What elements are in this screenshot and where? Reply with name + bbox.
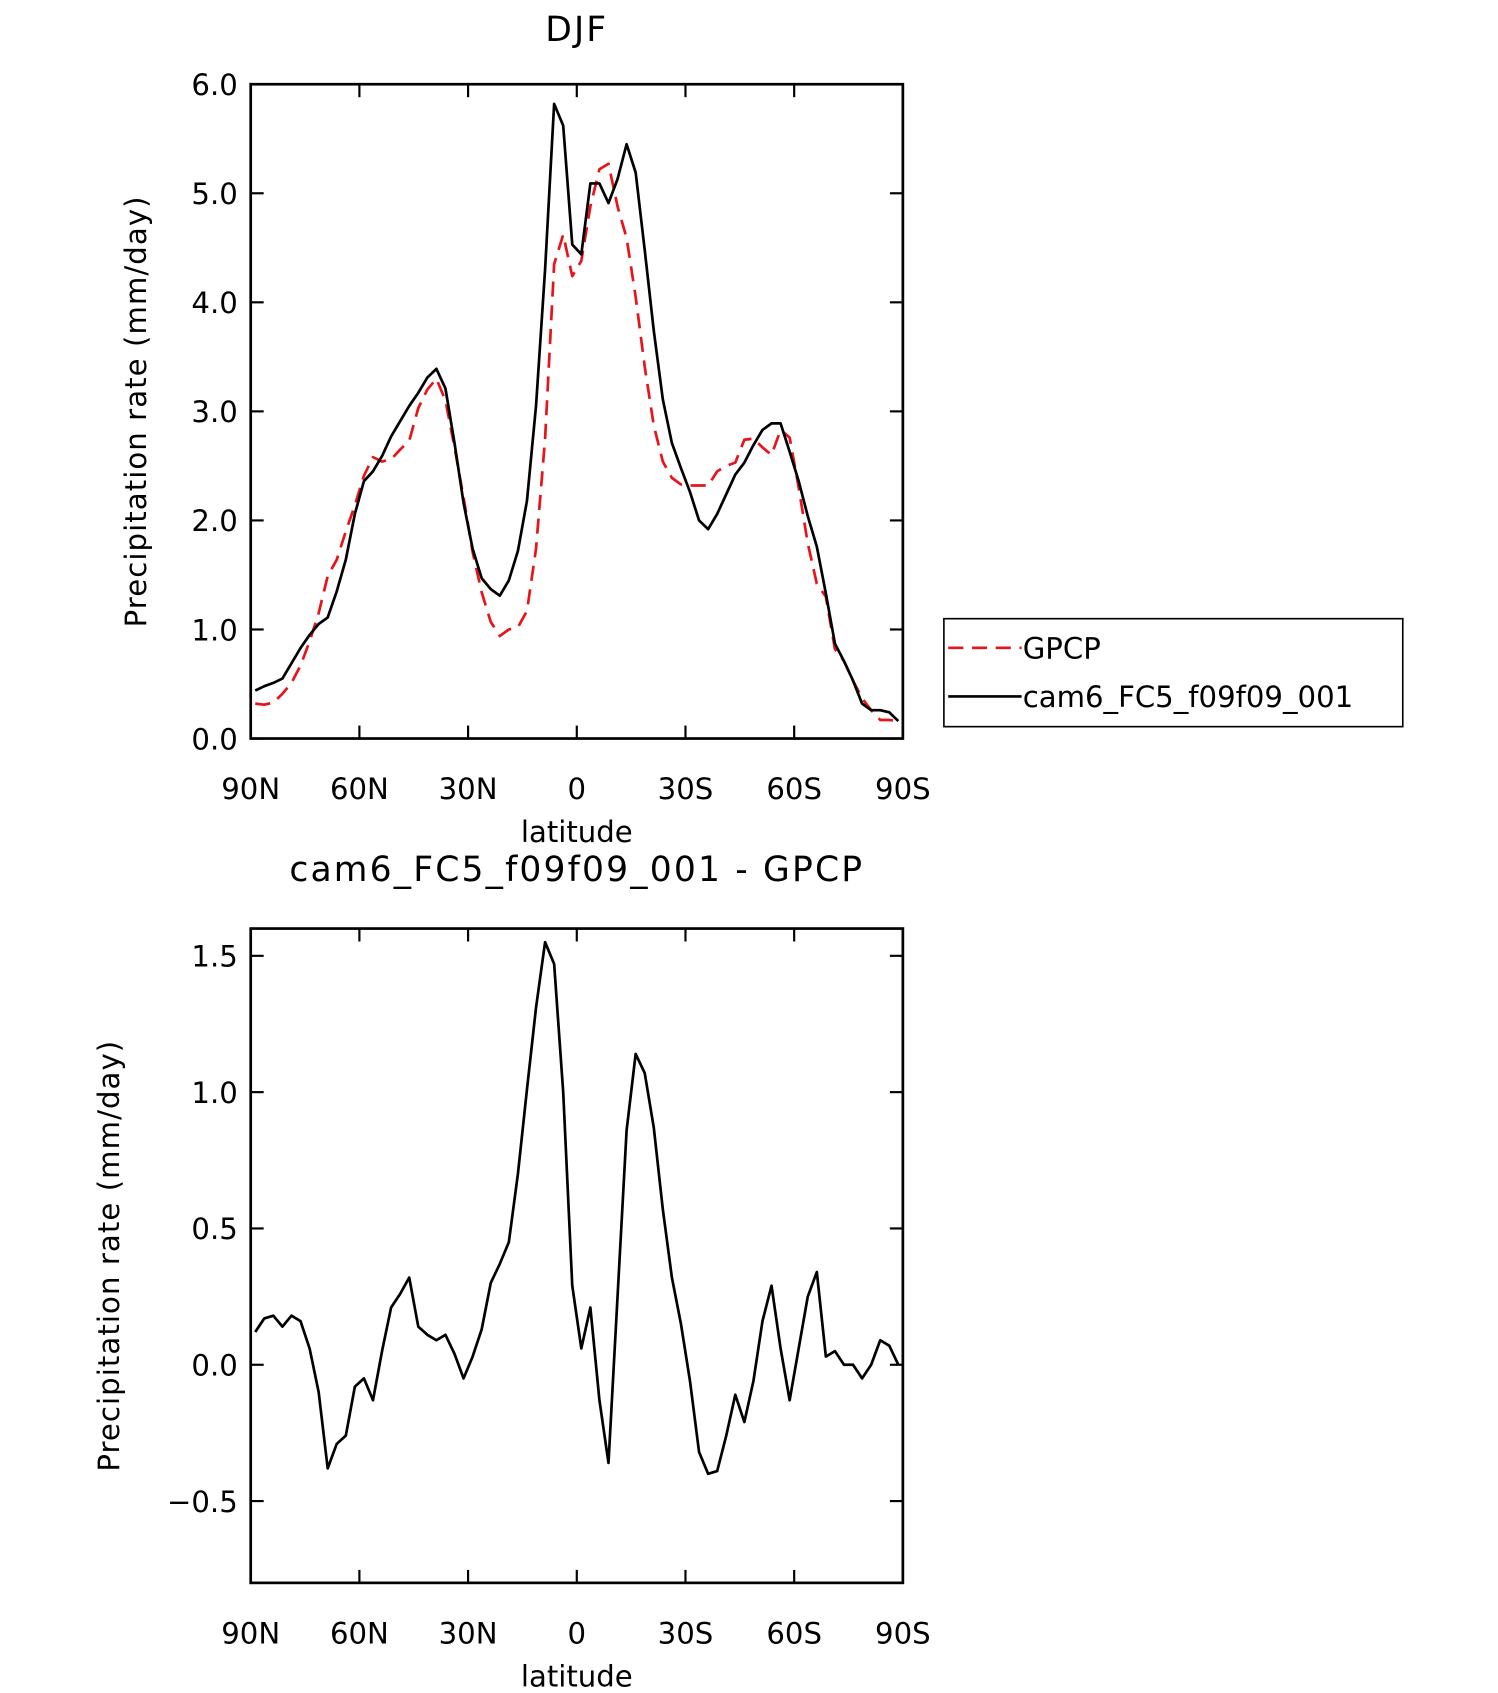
y-tick-label: 4.0 — [191, 286, 237, 320]
x-tick-label: 90S — [875, 772, 931, 806]
plot-frame — [249, 927, 905, 1585]
y-tick-label: 3.0 — [191, 395, 237, 429]
x-tick-label: 30N — [439, 1616, 498, 1650]
y-axis-label: Precipitation rate (mm/day) — [92, 1040, 126, 1472]
y-tick-label: −0.5 — [167, 1485, 238, 1519]
data-line — [255, 162, 899, 723]
y-tick-label: 0.5 — [191, 1212, 237, 1246]
x-tick-label: 90N — [221, 772, 280, 806]
x-tick-label: 60N — [330, 772, 389, 806]
x-tick-label: 30S — [658, 772, 714, 806]
x-tick-label: 0 — [568, 1616, 587, 1650]
y-tick-label: 1.0 — [191, 613, 237, 647]
x-tick-label: 90S — [875, 1616, 931, 1650]
y-tick-label: 1.5 — [191, 940, 237, 974]
y-tick-label: 6.0 — [191, 68, 237, 102]
x-axis-label: latitude — [521, 1660, 633, 1693]
y-tick-label: 5.0 — [191, 177, 237, 211]
legend-label: cam6_FC5_f09f09_001 — [1023, 680, 1353, 714]
y-tick-label: 0.0 — [191, 1349, 237, 1383]
y-tick-label: 0.0 — [191, 722, 237, 756]
chart-title: cam6_FC5_f09f09_001 - GPCP — [289, 850, 864, 890]
y-tick-label: 2.0 — [191, 504, 237, 538]
data-line — [254, 102, 900, 723]
x-tick-label: 30S — [658, 1616, 714, 1650]
plot-frame — [249, 82, 905, 740]
legend-box — [943, 617, 1404, 728]
y-tick-label: 1.0 — [191, 1076, 237, 1110]
x-tick-label: 60S — [766, 772, 822, 806]
x-axis-label: latitude — [521, 815, 633, 849]
data-line — [254, 940, 900, 1476]
x-tick-label: 30N — [439, 772, 498, 806]
x-tick-label: 60N — [330, 1616, 389, 1650]
x-tick-label: 0 — [568, 772, 587, 806]
y-axis-label: Precipitation rate (mm/day) — [119, 195, 153, 627]
x-tick-label: 60S — [766, 1616, 822, 1650]
legend-label: GPCP — [1023, 632, 1101, 666]
chart-title: DJF — [545, 10, 608, 50]
x-tick-label: 90N — [221, 1616, 280, 1650]
